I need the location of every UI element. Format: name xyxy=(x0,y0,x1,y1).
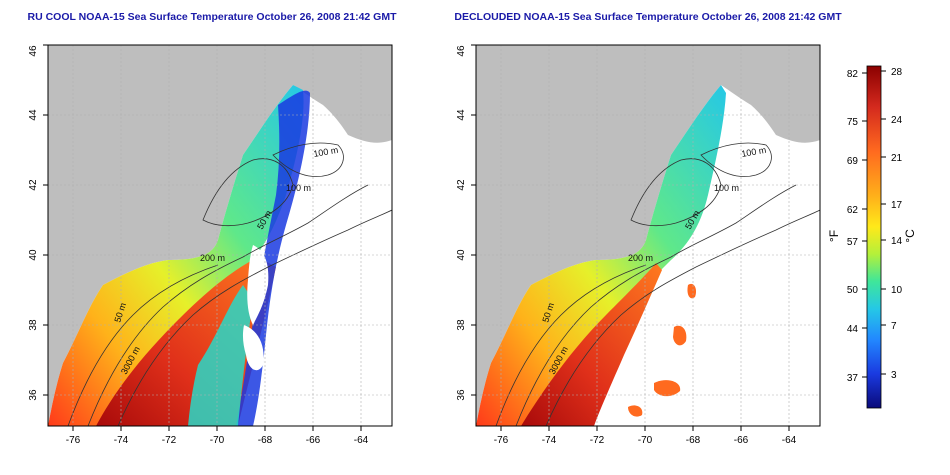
lat-tick-label: 40 xyxy=(456,249,467,261)
lon-tick-label: -68 xyxy=(686,435,701,446)
lon-tick-label: -70 xyxy=(210,435,225,446)
temperature-colorbar: 82 75 69 62 57 50 44 37 28 24 21 17 14 1… xyxy=(827,65,917,409)
celsius-tick-label: 7 xyxy=(891,321,897,332)
lon-axis-raw: -76 -74 -72 -70 -68 -66 -64 xyxy=(66,426,369,446)
panel-title-raw: RU COOL NOAA-15 Sea Surface Temperature … xyxy=(28,11,398,23)
lon-tick-label: -64 xyxy=(782,435,797,446)
contour-label: 200 m xyxy=(200,253,225,263)
lat-tick-label: 46 xyxy=(456,45,467,57)
fahrenheit-tick-label: 69 xyxy=(847,156,859,167)
lat-tick-label: 40 xyxy=(28,249,39,261)
sst-shelf-declouded xyxy=(476,85,726,426)
lon-tick-label: -74 xyxy=(114,435,129,446)
lon-tick-label: -76 xyxy=(494,435,509,446)
panel-title-declouded: DECLOUDED NOAA-15 Sea Surface Temperatur… xyxy=(454,11,842,23)
map-frame-declouded xyxy=(475,44,821,427)
fahrenheit-tick-label: 57 xyxy=(847,237,859,248)
map-panel-raw: RU COOL NOAA-15 Sea Surface Temperature … xyxy=(28,11,398,446)
lat-tick-label: 38 xyxy=(456,319,467,331)
lat-tick-label: 36 xyxy=(28,389,39,401)
land-mass-raw xyxy=(48,45,392,426)
lon-tick-label: -68 xyxy=(258,435,273,446)
fahrenheit-unit-label: °F xyxy=(827,230,841,242)
celsius-tick-label: 21 xyxy=(891,153,903,164)
lon-tick-label: -66 xyxy=(306,435,321,446)
lat-tick-label: 44 xyxy=(456,109,467,121)
sst-warm-patches xyxy=(628,283,697,417)
sst-cyan-patch-raw xyxy=(188,285,253,426)
celsius-unit-label: °C xyxy=(903,229,917,243)
fahrenheit-tick-label: 62 xyxy=(847,205,859,216)
contour-label: 100 m xyxy=(714,183,739,193)
celsius-tick-label: 10 xyxy=(891,285,903,296)
celsius-tick-label: 14 xyxy=(891,236,903,247)
map-gridlines-raw xyxy=(48,45,392,426)
contour-label: 200 m xyxy=(628,253,653,263)
lat-tick-label: 44 xyxy=(28,109,39,121)
celsius-tick-label: 24 xyxy=(891,115,903,126)
cloud-mask-raw xyxy=(242,245,269,371)
map-gridlines-declouded xyxy=(476,45,820,426)
lat-tick-label: 38 xyxy=(28,319,39,331)
lon-tick-label: -72 xyxy=(590,435,605,446)
lon-tick-label: -74 xyxy=(542,435,557,446)
fahrenheit-tick-label: 82 xyxy=(847,69,859,80)
lon-tick-label: -70 xyxy=(638,435,653,446)
map-frame-raw xyxy=(47,44,393,427)
lat-tick-label: 42 xyxy=(456,179,467,191)
map-panel-declouded: DECLOUDED NOAA-15 Sea Surface Temperatur… xyxy=(454,11,842,446)
sst-gulfstream-declouded xyxy=(521,263,662,426)
fahrenheit-tick-label: 44 xyxy=(847,324,859,335)
lat-axis-declouded: 36 38 40 42 44 46 xyxy=(456,44,476,401)
lat-tick-label: 42 xyxy=(28,179,39,191)
celsius-tick-label: 3 xyxy=(891,370,897,381)
celsius-tick-label: 28 xyxy=(891,67,903,78)
sst-shelf-raw xyxy=(48,85,304,426)
contour-label: 100 m xyxy=(741,145,767,159)
contour-label: 100 m xyxy=(286,183,311,193)
colorbar-gradient xyxy=(866,65,882,409)
lat-tick-label: 36 xyxy=(456,389,467,401)
land-mass-declouded xyxy=(476,45,820,426)
lat-tick-label: 46 xyxy=(28,45,39,57)
lon-tick-label: -76 xyxy=(66,435,81,446)
lon-tick-label: -72 xyxy=(162,435,177,446)
celsius-scale: 28 24 21 17 14 10 7 3 xyxy=(881,67,903,381)
lat-axis-raw: 36 38 40 42 44 46 xyxy=(28,44,48,401)
lon-axis-declouded: -76 -74 -72 -70 -68 -66 -64 xyxy=(494,426,797,446)
fahrenheit-tick-label: 75 xyxy=(847,117,859,128)
fahrenheit-tick-label: 50 xyxy=(847,285,859,296)
fahrenheit-scale: 82 75 69 62 57 50 44 37 xyxy=(847,69,867,384)
lon-tick-label: -66 xyxy=(734,435,749,446)
celsius-tick-label: 17 xyxy=(891,200,903,211)
fahrenheit-tick-label: 37 xyxy=(847,373,859,384)
contour-label: 100 m xyxy=(313,145,339,159)
lon-tick-label: -64 xyxy=(354,435,369,446)
